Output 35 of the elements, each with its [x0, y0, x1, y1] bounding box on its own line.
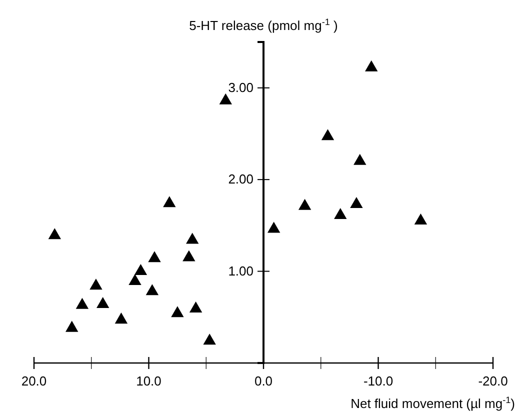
point	[146, 284, 159, 296]
point	[128, 274, 142, 286]
y-axis-title: 5-HT release (pmol mg$^{-1}$ )	[189, 17, 338, 33]
point	[298, 198, 312, 210]
x-tick-label: -10.0	[363, 374, 394, 388]
point	[203, 334, 216, 345]
x-tick-label: 10.0	[136, 374, 162, 388]
point	[90, 278, 102, 290]
point	[171, 306, 184, 318]
x-tick-label: -20.0	[478, 374, 508, 388]
point	[96, 296, 110, 308]
y-tick-label: 1.00	[228, 263, 254, 278]
y-tick-label: 3.00	[228, 80, 254, 96]
point	[182, 250, 196, 262]
point	[334, 208, 347, 220]
point	[321, 129, 334, 140]
point	[219, 93, 232, 104]
point	[48, 228, 62, 240]
point	[148, 251, 161, 262]
point	[134, 264, 148, 275]
point	[76, 298, 89, 309]
x-tick-label: 0.0	[254, 374, 273, 388]
point	[267, 222, 280, 233]
point	[350, 196, 363, 208]
point	[354, 154, 366, 165]
point	[114, 312, 128, 324]
point	[414, 214, 428, 225]
point	[66, 320, 78, 332]
x-axis-title: Net fluid movement (µl mg$^{-1}$)	[350, 395, 515, 411]
x-tick-label: 20.0	[21, 374, 47, 388]
point	[189, 302, 202, 313]
point	[365, 60, 378, 72]
y-tick-label: 2.00	[228, 172, 254, 187]
point	[186, 232, 199, 244]
point	[163, 196, 176, 208]
